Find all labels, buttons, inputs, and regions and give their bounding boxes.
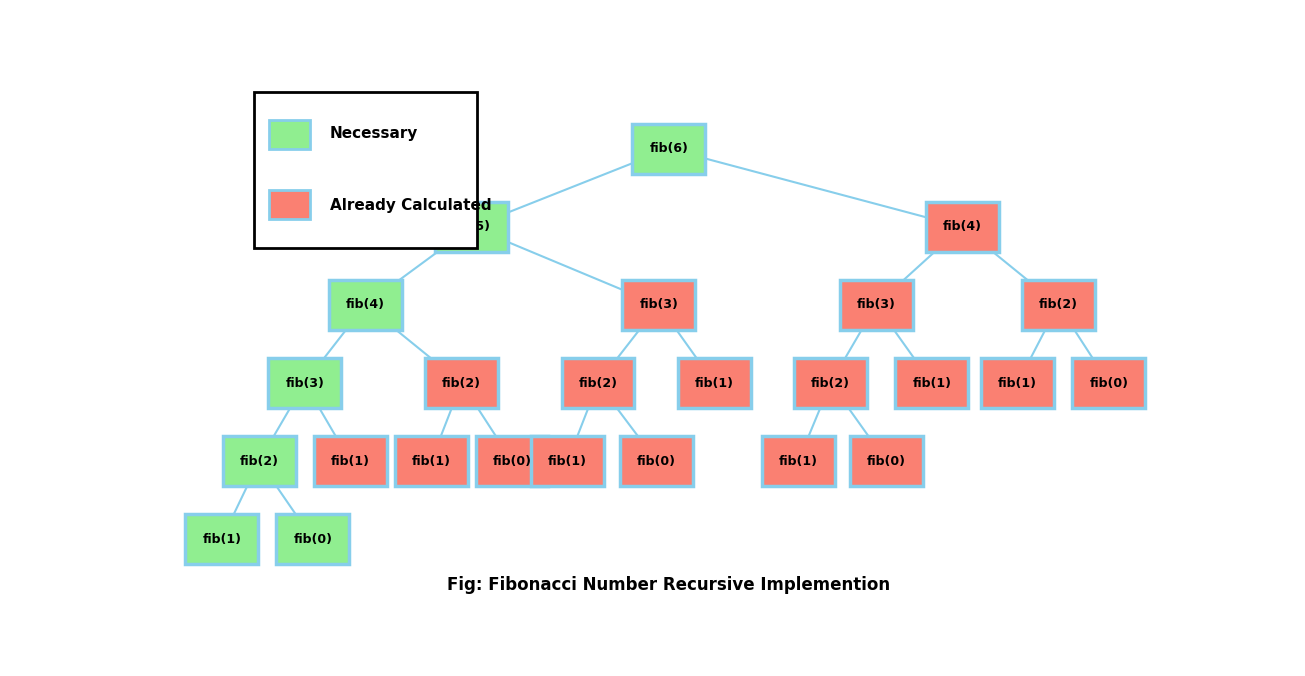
FancyBboxPatch shape xyxy=(561,358,634,408)
FancyBboxPatch shape xyxy=(981,358,1054,408)
Text: fib(4): fib(4) xyxy=(942,220,981,233)
Text: fib(1): fib(1) xyxy=(330,454,369,468)
Text: fib(1): fib(1) xyxy=(779,454,818,468)
FancyBboxPatch shape xyxy=(269,120,309,149)
Text: fib(0): fib(0) xyxy=(294,533,333,546)
Text: fib(0): fib(0) xyxy=(1090,377,1129,389)
Text: fib(2): fib(2) xyxy=(578,377,617,389)
FancyBboxPatch shape xyxy=(223,437,296,486)
Text: fib(2): fib(2) xyxy=(240,454,279,468)
Text: fib(0): fib(0) xyxy=(492,454,531,468)
Text: fib(1): fib(1) xyxy=(202,533,241,546)
FancyBboxPatch shape xyxy=(269,191,309,219)
Text: Already Calculated: Already Calculated xyxy=(330,197,492,212)
Text: fib(3): fib(3) xyxy=(286,377,324,389)
FancyBboxPatch shape xyxy=(762,437,835,486)
FancyBboxPatch shape xyxy=(475,437,548,486)
Text: fib(3): fib(3) xyxy=(639,298,679,312)
Text: fib(1): fib(1) xyxy=(694,377,733,389)
FancyBboxPatch shape xyxy=(620,437,693,486)
FancyBboxPatch shape xyxy=(795,358,867,408)
FancyBboxPatch shape xyxy=(313,437,386,486)
FancyBboxPatch shape xyxy=(1073,358,1146,408)
Text: fib(0): fib(0) xyxy=(867,454,906,468)
Text: fib(1): fib(1) xyxy=(912,377,951,389)
FancyBboxPatch shape xyxy=(850,437,923,486)
FancyBboxPatch shape xyxy=(394,437,467,486)
FancyBboxPatch shape xyxy=(185,514,258,564)
Text: Necessary: Necessary xyxy=(330,126,419,141)
FancyBboxPatch shape xyxy=(677,358,750,408)
Text: fib(0): fib(0) xyxy=(637,454,676,468)
FancyBboxPatch shape xyxy=(531,437,604,486)
Text: fib(2): fib(2) xyxy=(442,377,482,389)
FancyBboxPatch shape xyxy=(435,202,508,251)
Text: Fig: Fibonacci Number Recursive Implemention: Fig: Fibonacci Number Recursive Implemen… xyxy=(448,576,890,594)
FancyBboxPatch shape xyxy=(425,358,499,408)
FancyBboxPatch shape xyxy=(925,202,998,251)
Text: fib(5): fib(5) xyxy=(452,220,491,233)
Text: fib(1): fib(1) xyxy=(411,454,450,468)
FancyBboxPatch shape xyxy=(329,281,402,330)
Text: fib(1): fib(1) xyxy=(548,454,587,468)
Text: fib(6): fib(6) xyxy=(650,142,688,155)
Text: fib(4): fib(4) xyxy=(346,298,385,312)
Text: fib(3): fib(3) xyxy=(856,298,895,312)
Text: fib(1): fib(1) xyxy=(998,377,1037,389)
Text: fib(2): fib(2) xyxy=(812,377,850,389)
FancyBboxPatch shape xyxy=(1022,281,1095,330)
FancyBboxPatch shape xyxy=(622,281,696,330)
FancyBboxPatch shape xyxy=(269,358,341,408)
FancyBboxPatch shape xyxy=(895,358,968,408)
FancyBboxPatch shape xyxy=(277,514,350,564)
FancyBboxPatch shape xyxy=(254,91,476,247)
FancyBboxPatch shape xyxy=(839,281,912,330)
FancyBboxPatch shape xyxy=(633,124,705,174)
Text: fib(2): fib(2) xyxy=(1039,298,1078,312)
